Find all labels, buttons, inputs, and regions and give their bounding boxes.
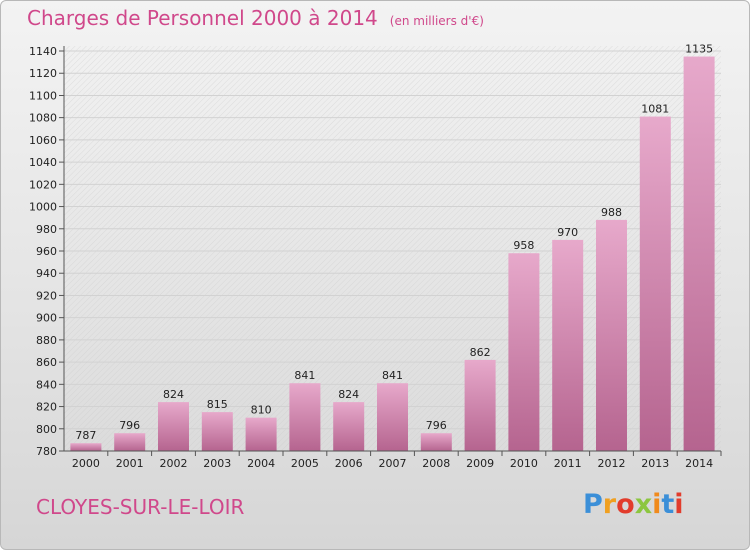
proxiti-logo[interactable]: Proxiti — [583, 489, 684, 520]
x-tick-label: 2005 — [291, 457, 319, 470]
value-label: 958 — [513, 239, 534, 252]
value-label: 841 — [294, 369, 315, 382]
value-label: 1081 — [641, 103, 669, 116]
x-tick-label: 2006 — [335, 457, 363, 470]
y-tick-label: 1140 — [29, 45, 57, 58]
y-tick-label: 1040 — [29, 156, 57, 169]
y-tick-label: 940 — [36, 267, 57, 280]
bar — [552, 239, 584, 451]
y-tick-label: 860 — [36, 356, 57, 369]
value-label: 815 — [207, 398, 228, 411]
x-tick-label: 2014 — [685, 457, 713, 470]
bar — [420, 433, 452, 451]
y-tick-label: 780 — [36, 445, 57, 458]
value-label: 988 — [601, 206, 622, 219]
value-label: 1135 — [685, 43, 713, 56]
x-tick-label: 2008 — [422, 457, 450, 470]
axes — [63, 46, 721, 452]
bar — [289, 383, 321, 451]
y-tick-label: 1020 — [29, 178, 57, 191]
x-tick-label: 2013 — [641, 457, 669, 470]
value-label: 787 — [75, 429, 96, 442]
y-tick-label: 1060 — [29, 134, 57, 147]
bar — [639, 116, 671, 452]
x-tick-label: 2000 — [72, 457, 100, 470]
y-tick-label: 840 — [36, 378, 57, 391]
x-tick-label: 2002 — [160, 457, 188, 470]
y-tick-label: 960 — [36, 245, 57, 258]
x-tick-label: 2012 — [598, 457, 626, 470]
y-axis-ticks: 780 800 820 840 860 880 900 920 940 960 980 1000 102… — [29, 45, 64, 458]
bar — [508, 253, 540, 451]
town-name: CLOYES-SUR-LE-LOIR — [36, 495, 245, 519]
y-tick-label: 880 — [36, 334, 57, 347]
bar — [596, 219, 627, 451]
bar — [245, 417, 277, 451]
y-tick-label: 1080 — [29, 112, 57, 125]
value-label: 796 — [426, 419, 447, 432]
value-label: 810 — [251, 404, 272, 417]
bar — [464, 359, 496, 451]
chart-subtitle: (en milliers d'€) — [389, 14, 484, 28]
value-label: 824 — [163, 388, 184, 401]
value-labels: 787 796 824 815 810 841 824 841 796 862 958 970 988 1… — [75, 43, 713, 443]
bar — [70, 443, 102, 451]
bar — [158, 402, 189, 451]
bar — [114, 433, 146, 451]
y-tick-label: 900 — [36, 312, 57, 325]
x-tick-label: 2001 — [116, 457, 144, 470]
bar — [333, 402, 365, 451]
value-label: 862 — [470, 346, 491, 359]
y-tick-label: 920 — [36, 289, 57, 302]
x-tick-label: 2004 — [247, 457, 275, 470]
x-tick-label: 2009 — [466, 457, 494, 470]
x-tick-label: 2011 — [554, 457, 582, 470]
value-label: 841 — [382, 369, 403, 382]
y-tick-label: 1000 — [29, 201, 57, 214]
value-label: 970 — [557, 226, 578, 239]
y-tick-label: 1100 — [29, 89, 57, 102]
x-tick-label: 2007 — [379, 457, 407, 470]
y-tick-label: 820 — [36, 401, 57, 414]
value-label: 796 — [119, 419, 140, 432]
x-axis-ticks: 2000 2001 2002 2003 2004 2005 2006 2007 2008 2009… — [72, 451, 722, 470]
chart-title-text: Charges de Personnel 2000 à 2014 — [27, 6, 378, 30]
x-tick-label: 2003 — [203, 457, 231, 470]
y-tick-label: 980 — [36, 223, 57, 236]
y-tick-label: 800 — [36, 423, 57, 436]
value-label: 824 — [338, 388, 359, 401]
bar — [683, 56, 715, 452]
bars — [70, 56, 715, 452]
x-tick-label: 2010 — [510, 457, 538, 470]
bar — [377, 383, 408, 451]
bar — [201, 412, 233, 451]
y-tick-label: 1120 — [29, 67, 57, 80]
chart-title: Charges de Personnel 2000 à 2014 (en mill… — [27, 6, 484, 30]
